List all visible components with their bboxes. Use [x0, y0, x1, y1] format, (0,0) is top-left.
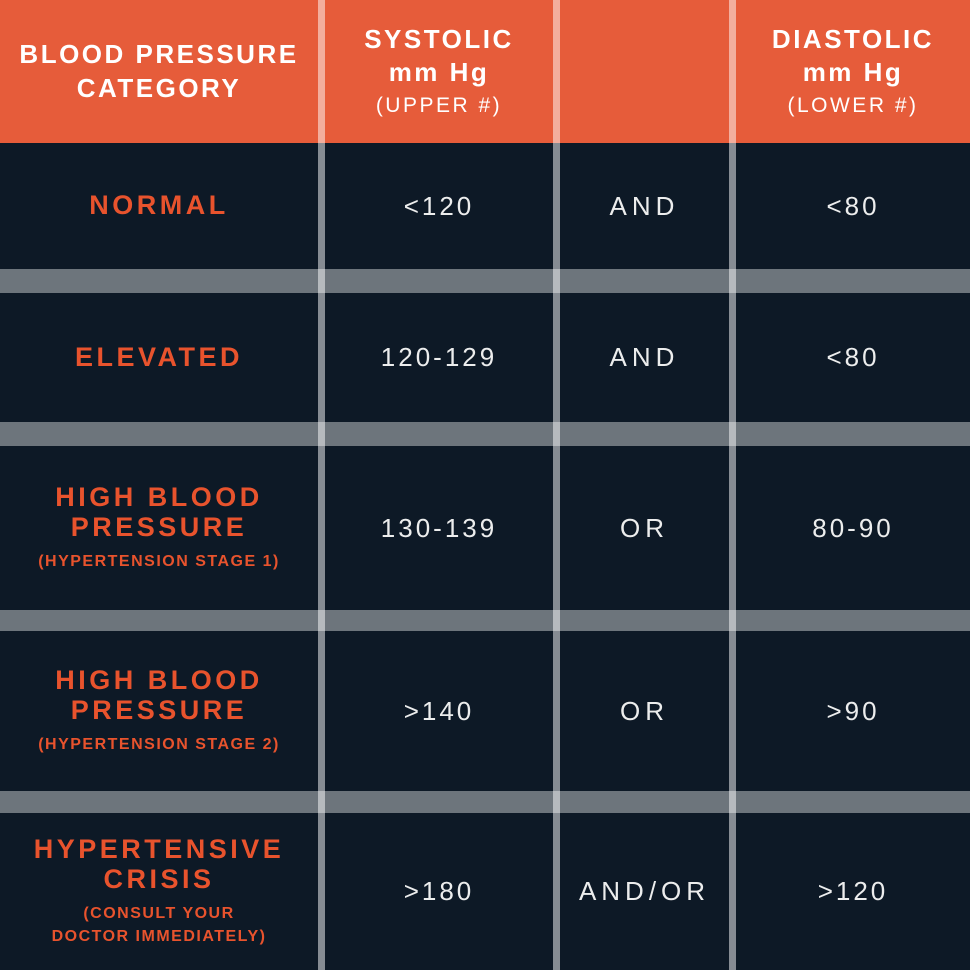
- diastolic-cell: <80: [736, 293, 970, 422]
- row-divider: [0, 791, 970, 813]
- category-label: CRISIS: [103, 863, 215, 894]
- systolic-cell: >140: [325, 631, 553, 791]
- row-divider: [0, 269, 970, 293]
- category-label: HYPERTENSIVE: [33, 834, 285, 865]
- category-sublabel: (HYPERTENSION STAGE 1): [38, 552, 280, 570]
- category-cell: HYPERTENSIVE CRISIS (CONSULT YOUR DOCTOR…: [0, 813, 318, 970]
- category-label: NORMAL: [89, 190, 229, 221]
- connector-value: AND/OR: [578, 876, 711, 906]
- systolic-value: <120: [403, 190, 475, 221]
- column-divider: [318, 0, 325, 970]
- header-background: [0, 0, 970, 143]
- row-divider: [0, 422, 970, 446]
- connector-cell: AND/OR: [560, 813, 729, 970]
- connector-cell: AND: [560, 293, 729, 422]
- category-cell: ELEVATED: [0, 293, 318, 422]
- diastolic-value: <80: [826, 342, 880, 372]
- systolic-value: 120-129: [380, 342, 498, 372]
- connector-value: OR: [620, 695, 669, 726]
- diastolic-value: <80: [826, 190, 880, 221]
- systolic-value: 130-139: [380, 512, 498, 543]
- category-cell: HIGH BLOOD PRESSURE (HYPERTENSION STAGE …: [0, 631, 318, 791]
- systolic-value: >180: [403, 876, 475, 906]
- connector-value: AND: [609, 342, 680, 372]
- systolic-cell: >180: [325, 813, 553, 970]
- category-sublabel: (CONSULT YOUR: [83, 904, 235, 922]
- connector-value: AND: [609, 190, 680, 221]
- header-systolic-line2: mm Hg: [388, 57, 490, 88]
- header-diastolic: DIASTOLIC mm Hg (LOWER #): [736, 0, 970, 143]
- diastolic-value: >120: [817, 876, 889, 906]
- category-cell: HIGH BLOOD PRESSURE (HYPERTENSION STAGE …: [0, 446, 318, 610]
- header-category-line2: CATEGORY: [76, 72, 242, 103]
- row-divider: [0, 610, 970, 631]
- category-sublabel: (HYPERTENSION STAGE 2): [38, 735, 280, 753]
- category-cell: NORMAL: [0, 143, 318, 269]
- header-diastolic-line1: DIASTOLIC: [771, 23, 935, 54]
- category-label: PRESSURE: [70, 694, 248, 725]
- diastolic-value: >90: [826, 695, 880, 726]
- systolic-cell: <120: [325, 143, 553, 269]
- category-sublabel: DOCTOR IMMEDIATELY): [51, 927, 267, 945]
- diastolic-cell: <80: [736, 143, 970, 269]
- header-systolic: SYSTOLIC mm Hg (UPPER #): [325, 0, 553, 143]
- systolic-cell: 130-139: [325, 446, 553, 610]
- category-label: PRESSURE: [70, 511, 248, 542]
- header-diastolic-line2: mm Hg: [802, 57, 904, 88]
- column-divider: [729, 0, 736, 970]
- category-label: ELEVATED: [74, 341, 243, 372]
- header-diastolic-sub: (LOWER #): [787, 94, 919, 118]
- connector-value: OR: [620, 512, 669, 543]
- category-label: HIGH BLOOD: [55, 665, 263, 696]
- header-systolic-line1: SYSTOLIC: [364, 23, 514, 54]
- diastolic-cell: 80-90: [736, 446, 970, 610]
- category-label: HIGH BLOOD: [55, 482, 263, 513]
- diastolic-value: 80-90: [812, 512, 894, 543]
- header-category: BLOOD PRESSURE CATEGORY: [0, 0, 318, 143]
- systolic-value: >140: [403, 695, 475, 726]
- systolic-cell: 120-129: [325, 293, 553, 422]
- connector-cell: OR: [560, 446, 729, 610]
- header-systolic-sub: (UPPER #): [375, 94, 503, 118]
- column-divider: [553, 0, 560, 970]
- diastolic-cell: >90: [736, 631, 970, 791]
- diastolic-cell: >120: [736, 813, 970, 970]
- header-category-line1: BLOOD PRESSURE: [19, 38, 299, 69]
- connector-cell: OR: [560, 631, 729, 791]
- connector-cell: AND: [560, 143, 729, 269]
- header-connector: [560, 0, 729, 143]
